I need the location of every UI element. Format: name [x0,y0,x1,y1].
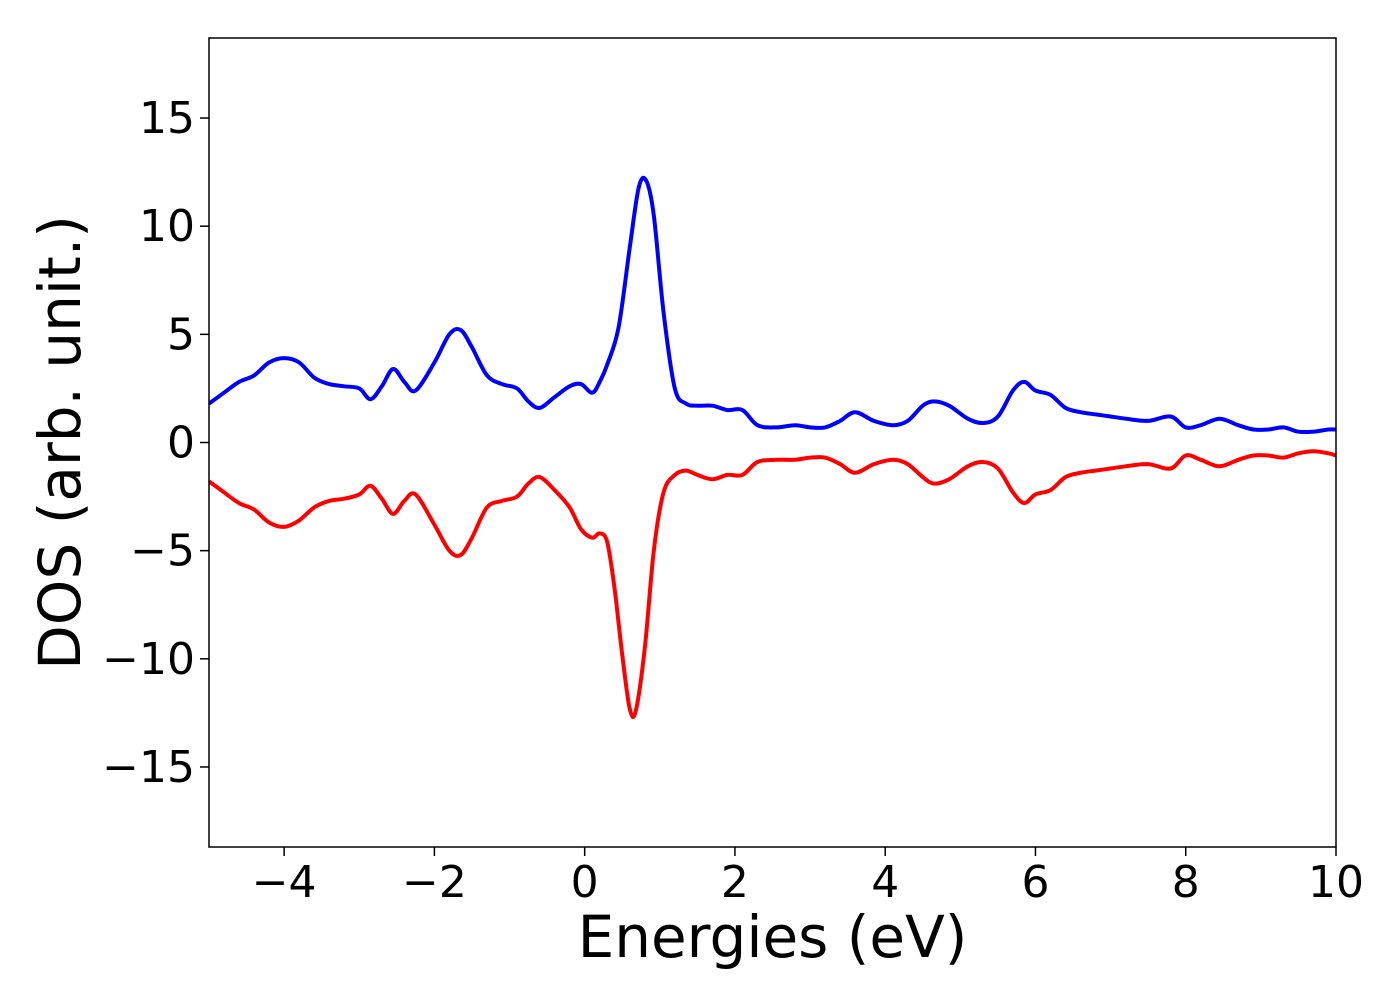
y-axis-label: DOS (arb. unit.) [26,215,94,670]
x-axis: −4 −2 0 2 4 6 8 10 [252,847,1364,908]
y-tick-label: 5 [167,309,195,360]
x-tick-label: 6 [1021,857,1049,908]
y-tick-label: −5 [130,526,195,577]
x-axis-label: Energies (eV) [578,903,968,971]
x-tick-label: 4 [871,857,899,908]
y-tick-label: 15 [139,93,195,144]
series-line-spin-up [209,175,1336,435]
plot-frame [208,37,1337,848]
x-tick-label: 10 [1308,857,1364,908]
y-tick-label: 10 [139,201,195,252]
y-tick-label: −10 [102,634,195,685]
y-tick-label: −15 [102,742,195,793]
x-tick-label: −2 [402,857,467,908]
x-tick-label: −4 [252,857,317,908]
y-tick-label: 0 [167,418,195,469]
x-tick-label: 8 [1172,857,1200,908]
x-tick-label: 0 [571,857,599,908]
x-tick-label: 2 [721,857,749,908]
series-line-spin-down [209,449,1336,719]
series-layer [209,175,1336,719]
y-axis: −15 −10 −5 0 5 10 15 [102,93,209,793]
